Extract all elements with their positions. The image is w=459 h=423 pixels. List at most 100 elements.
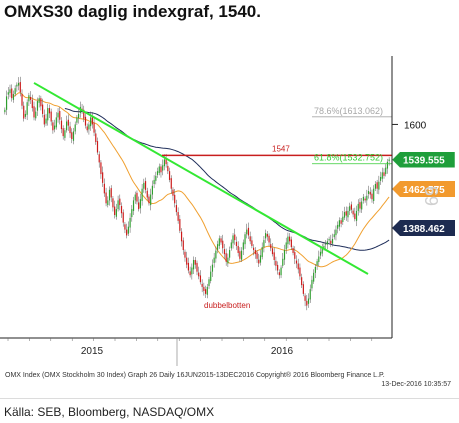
side-label: 69 (422, 186, 442, 206)
candle-body (129, 217, 131, 228)
x-year-label: 2016 (271, 346, 294, 357)
candle-body (378, 181, 380, 190)
candle-body (225, 253, 227, 262)
candle-body (342, 216, 344, 222)
candle-body (373, 188, 375, 201)
candle-body (328, 238, 330, 241)
candle-body (29, 96, 32, 100)
candle-body (95, 133, 97, 142)
candle-body (91, 117, 93, 125)
candle-body (323, 245, 325, 249)
candle-body (338, 220, 340, 227)
candle-body (275, 260, 277, 266)
candle-body (120, 205, 123, 214)
candle-body (258, 259, 260, 264)
candle-body (357, 203, 359, 211)
candle-body (132, 200, 135, 211)
candle-body (119, 198, 121, 206)
candle-body (282, 258, 284, 266)
candle-body (218, 238, 220, 246)
candle-body (270, 244, 272, 249)
candle-body (139, 199, 141, 209)
candle-body (162, 165, 164, 171)
candle-body (108, 189, 111, 201)
candle-body (364, 198, 366, 201)
candle-body (325, 243, 327, 245)
candle-body (381, 172, 383, 179)
candle-body (131, 209, 133, 218)
fib-786-label: 78.6%(1613.062) (314, 106, 383, 116)
source-note: Källa: SEB, Bloomberg, NASDAQ/OMX (4, 405, 215, 419)
candle-body (349, 206, 351, 211)
candle-body (24, 113, 27, 117)
candle-body (333, 234, 335, 238)
candle-body (153, 179, 155, 185)
candle-body (241, 250, 243, 260)
candle-body (290, 239, 292, 248)
price-chart: 1547 78.6%(1613.062) 61.8%(1532.752) dubbel… (0, 56, 456, 366)
candle-body (343, 212, 346, 218)
candle-body (222, 240, 224, 249)
candle-body (306, 300, 308, 306)
candle-body (326, 241, 328, 245)
candle-body (285, 242, 287, 250)
candle-body (350, 204, 353, 210)
candle-body (259, 255, 262, 263)
candle-body (223, 249, 226, 255)
candle-body (376, 182, 378, 189)
candle-body (201, 283, 203, 287)
candle-body (138, 202, 140, 210)
candle-body (60, 120, 63, 130)
candle-body (374, 184, 377, 189)
candle-body (112, 198, 114, 208)
candle-body (141, 188, 143, 201)
candle-body (67, 119, 69, 126)
candle-body (66, 121, 68, 131)
candle-body (45, 118, 47, 124)
candle-body (297, 263, 299, 270)
candle-body (208, 279, 210, 286)
candle-body (71, 132, 73, 140)
candle-body (361, 201, 363, 210)
candle-body (316, 261, 318, 266)
axes: 1600 69 2015 2016 (0, 56, 442, 366)
divider (0, 398, 459, 399)
candle-body (359, 202, 361, 209)
candle-body (5, 96, 8, 110)
candle-body (16, 84, 18, 87)
candle-body (26, 102, 28, 115)
candle-body (307, 298, 310, 304)
short-moving-average-line (13, 92, 390, 268)
candle-body (184, 251, 186, 258)
footer-credits: OMX Index (OMX Stockholm 30 Index) Graph… (5, 372, 385, 379)
candle-body (48, 108, 51, 114)
candle-body (254, 250, 256, 255)
candle-body (211, 264, 214, 272)
candle-body (12, 94, 15, 100)
fib-618-label: 61.8%(1532.752) (314, 153, 383, 163)
candle-body (40, 98, 42, 107)
trend-line (33, 82, 369, 275)
candle-body (72, 131, 75, 141)
candle-body (237, 245, 239, 253)
candle-body (103, 183, 105, 194)
long-moving-average-line (64, 108, 390, 251)
resistance-label: 1547 (272, 144, 290, 153)
candle-body (253, 247, 255, 251)
candle-body (265, 233, 267, 239)
candle-body (266, 233, 268, 237)
badge-ma-short: 1462.575 (392, 181, 455, 197)
candle-body (167, 165, 169, 172)
candle-body (347, 210, 349, 218)
badge-value: 1388.462 (403, 224, 445, 235)
candle-body (33, 106, 35, 118)
candle-body (263, 240, 265, 248)
candle-body (352, 210, 354, 215)
candle-body (86, 126, 88, 131)
candle-body (386, 161, 389, 169)
candle-body (59, 110, 61, 120)
candle-body (191, 267, 193, 275)
candle-body (355, 210, 358, 221)
candle-body (206, 286, 208, 295)
candle-body (189, 271, 191, 276)
